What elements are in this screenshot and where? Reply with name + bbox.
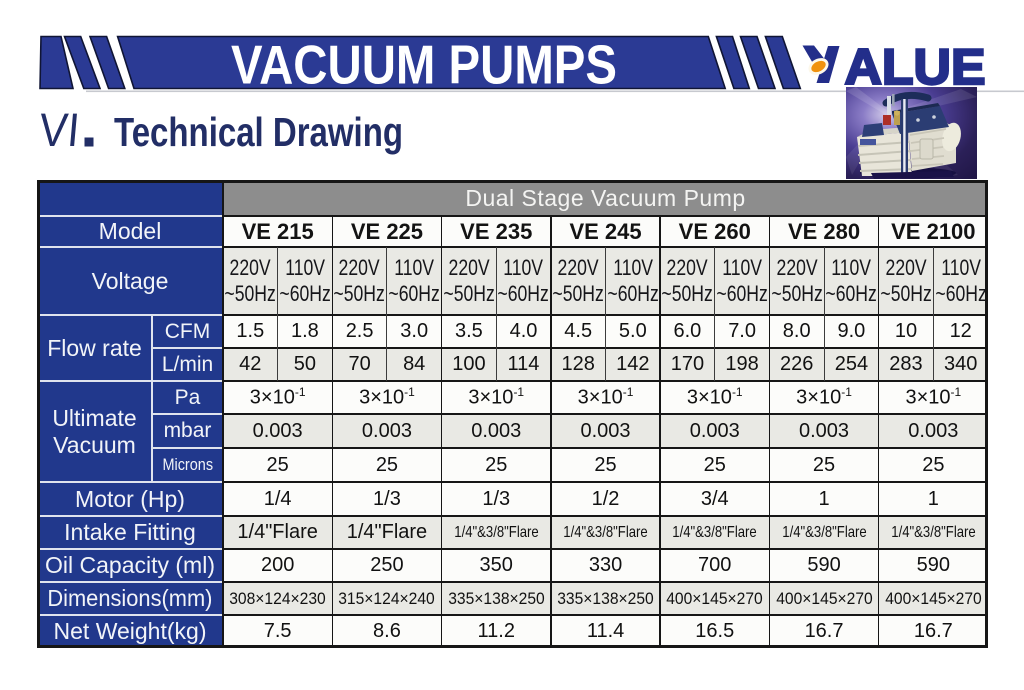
svg-text:Technical Drawing: Technical Drawing	[114, 109, 403, 155]
svg-text:VI: VI	[37, 103, 82, 156]
svg-text:ALUE: ALUE	[845, 39, 986, 95]
svg-text:VACUUM PUMPS: VACUUM PUMPS	[231, 34, 617, 96]
